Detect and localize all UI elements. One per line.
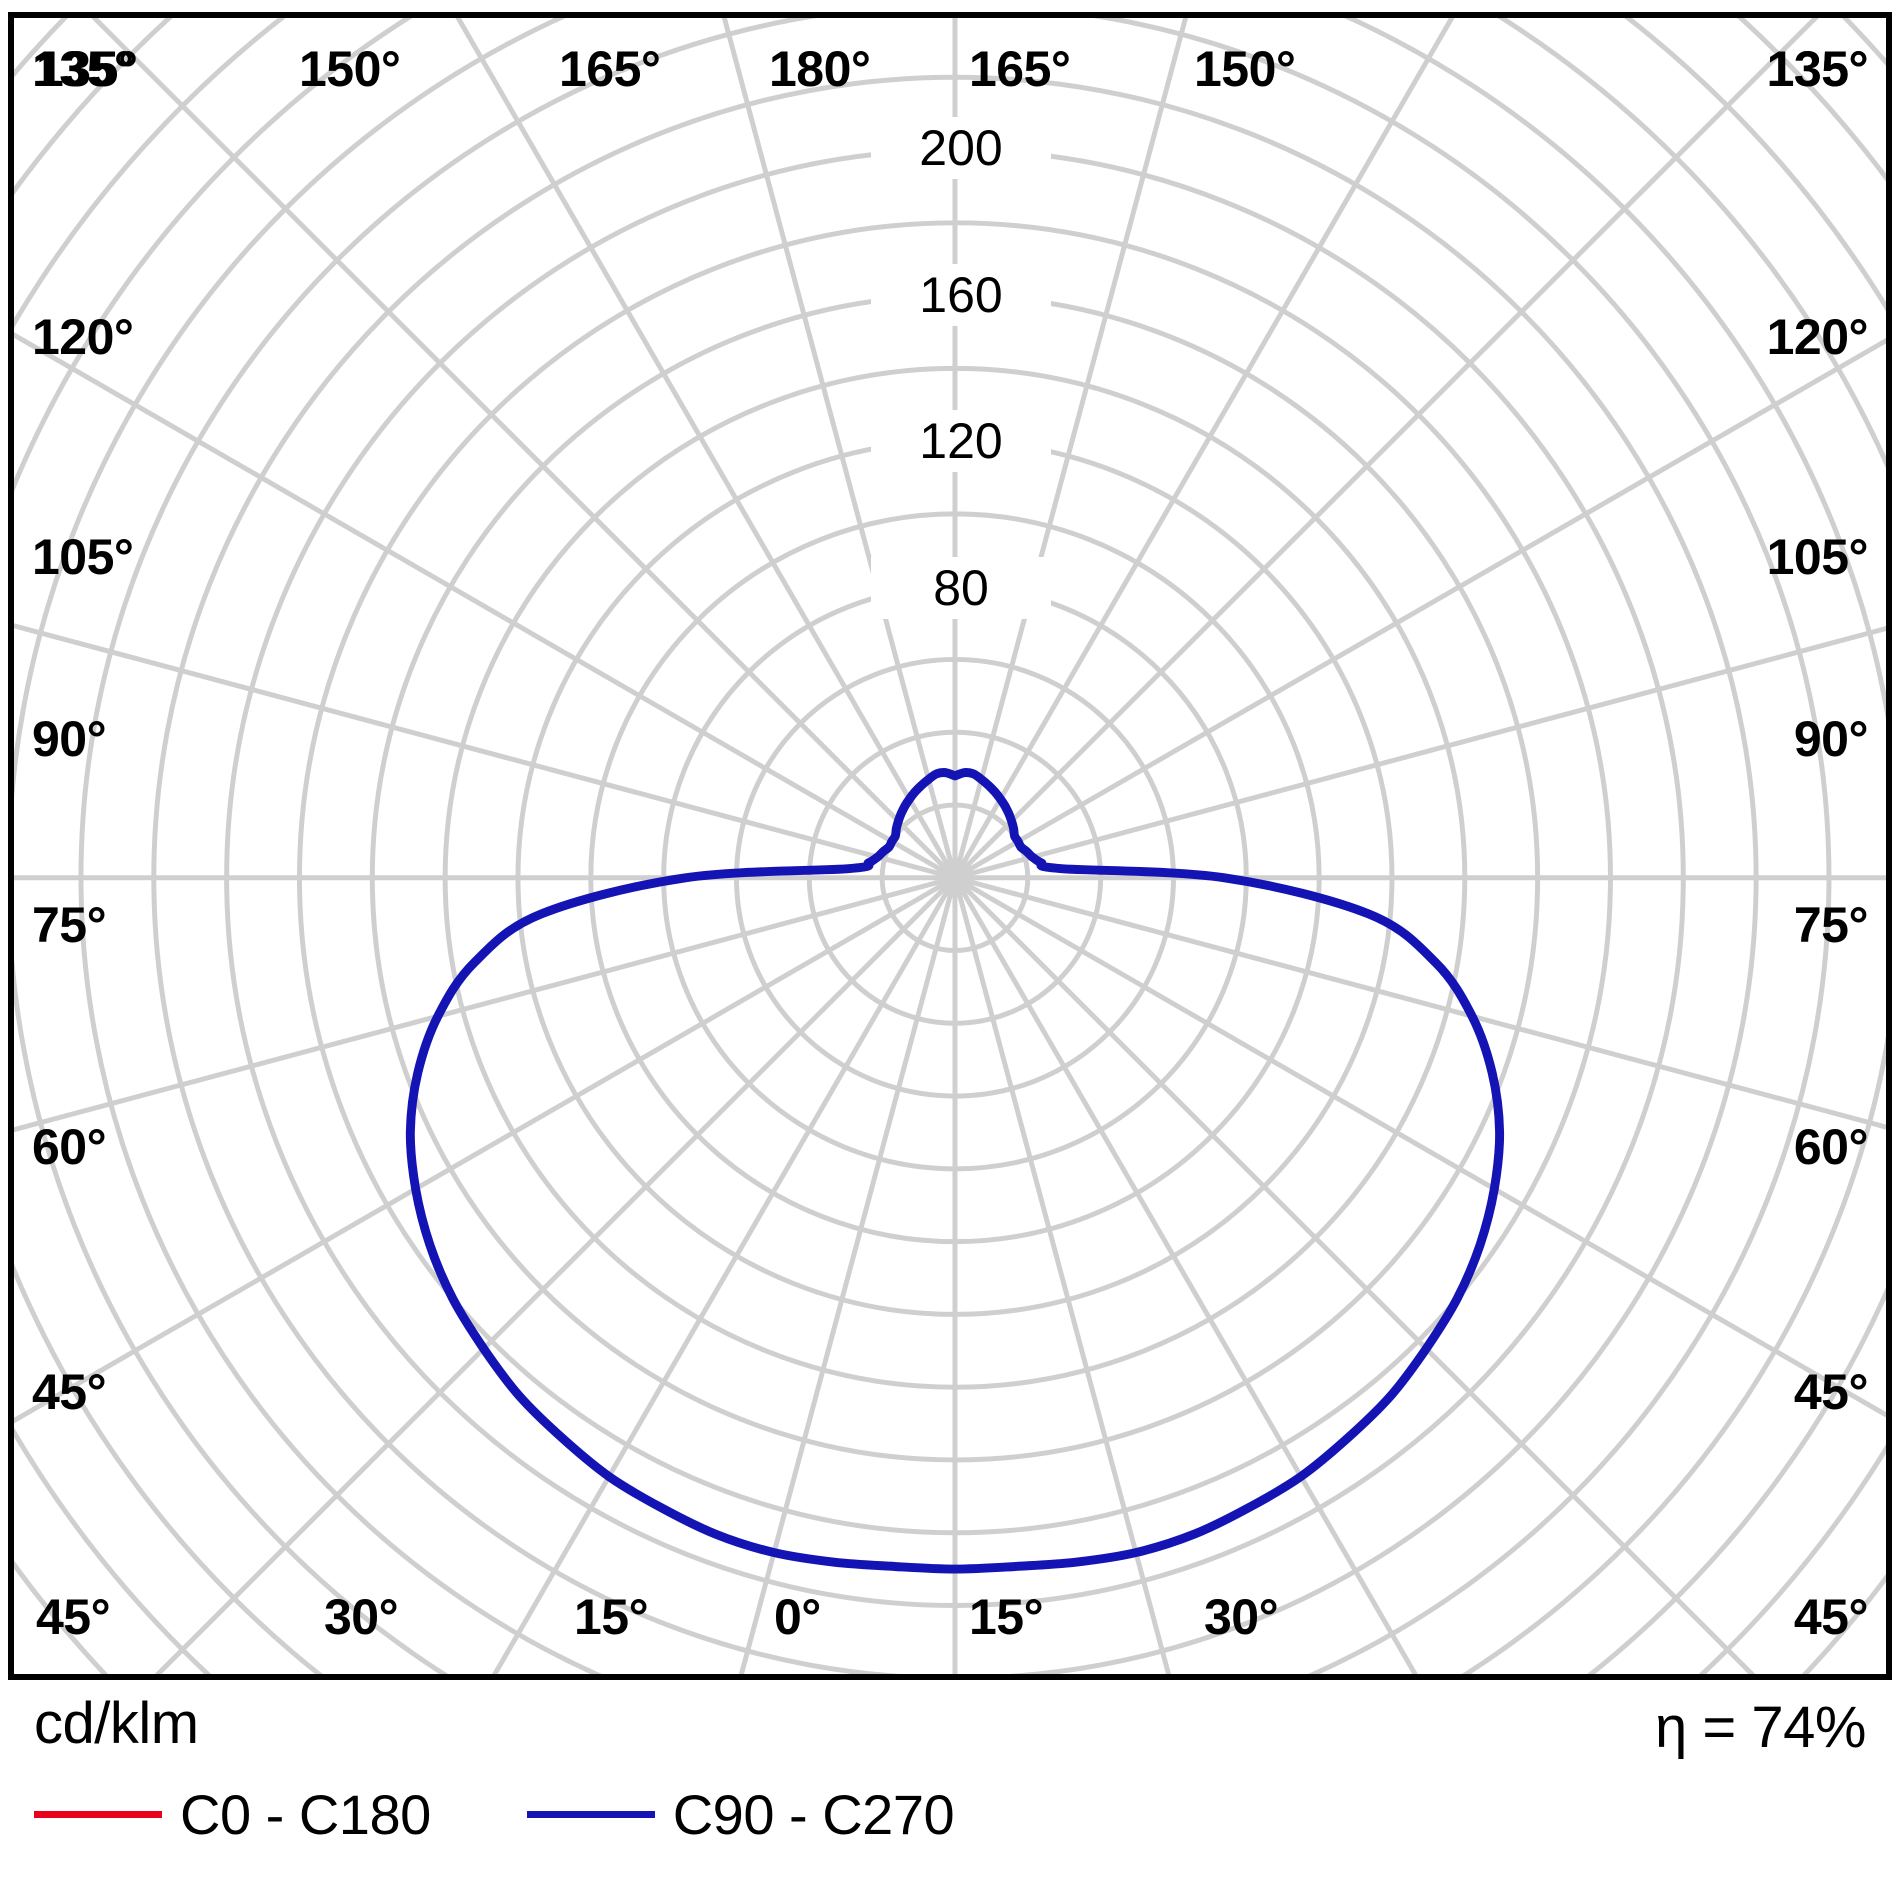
angle-label-bottom-3: 0° (774, 1589, 821, 1645)
legend-label-c90-c270: C90 - C270 (672, 1783, 955, 1846)
angle-label-right-0: 135° (1766, 41, 1869, 97)
radial-tick-label-80: 80 (871, 556, 1051, 619)
legend-label-c0-c180: C0 - C180 (180, 1783, 431, 1846)
legend-item-c90-c270[interactable]: C90 - C270 (526, 1782, 955, 1847)
efficiency-label: η = 74% (1655, 1695, 1866, 1760)
angle-label-left-0: 135° (32, 41, 134, 97)
angle-label-left-2: 105° (32, 529, 134, 585)
angle-label-right-4: 75° (1793, 897, 1869, 953)
angle-label-left-4: 75° (32, 897, 107, 953)
angle-label-bottom-1: 30° (324, 1589, 399, 1645)
angle-label-right-2: 105° (1766, 529, 1869, 585)
radial-tick-label-120: 120 (871, 410, 1051, 473)
angle-label-top-4: 165° (969, 41, 1071, 97)
legend-swatch-c0-c180 (34, 1811, 162, 1818)
angle-label-bottom-5: 30° (1204, 1589, 1279, 1645)
angle-label-left-1: 120° (32, 309, 134, 365)
angle-label-top-2: 165° (559, 41, 661, 97)
angle-label-top-5: 150° (1194, 41, 1296, 97)
angle-label-bottom-2: 15° (574, 1589, 649, 1645)
angle-label-top-6: 135° (1766, 41, 1869, 97)
legend-swatch-c90-c270 (526, 1811, 655, 1818)
angle-label-left-3: 90° (32, 711, 107, 767)
unit-label: cd/klm (34, 1691, 199, 1756)
angle-label-right-5: 60° (1793, 1119, 1869, 1175)
plot-frame: 200 160 120 80 135° 120° 105° 90° 75° 60° 45° 135°… (8, 12, 1892, 1680)
legend-item-c0-c180[interactable]: C0 - C180 (34, 1782, 431, 1847)
radial-tick-label-160: 160 (871, 263, 1051, 326)
angle-label-left-5: 60° (32, 1119, 107, 1175)
angle-label-right-6: 45° (1793, 1364, 1869, 1420)
angle-label-right-3: 90° (1793, 711, 1869, 767)
angle-label-bottom-0: 45° (36, 1589, 111, 1645)
angle-label-top-0: 135° (36, 41, 138, 97)
angle-label-top-1: 150° (299, 41, 401, 97)
chart-legend: C0 - C180 C90 - C270 (34, 1782, 955, 1847)
angle-label-left-6: 45° (32, 1364, 107, 1420)
angle-label-top-3: 180° (769, 41, 871, 97)
angle-label-bottom-6: 45° (1793, 1589, 1869, 1645)
polar-grid (14, 18, 1886, 1674)
radial-tick-label-200: 200 (871, 117, 1051, 179)
intensity-curves (405, 768, 1505, 1574)
chart-footer: cd/klm η = 74% C0 - C180 C90 - C270 (0, 1690, 1900, 1900)
polar-plot-svg (14, 18, 1886, 1674)
angle-label-right-1: 120° (1766, 309, 1869, 365)
angle-label-bottom-4: 15° (969, 1589, 1044, 1645)
